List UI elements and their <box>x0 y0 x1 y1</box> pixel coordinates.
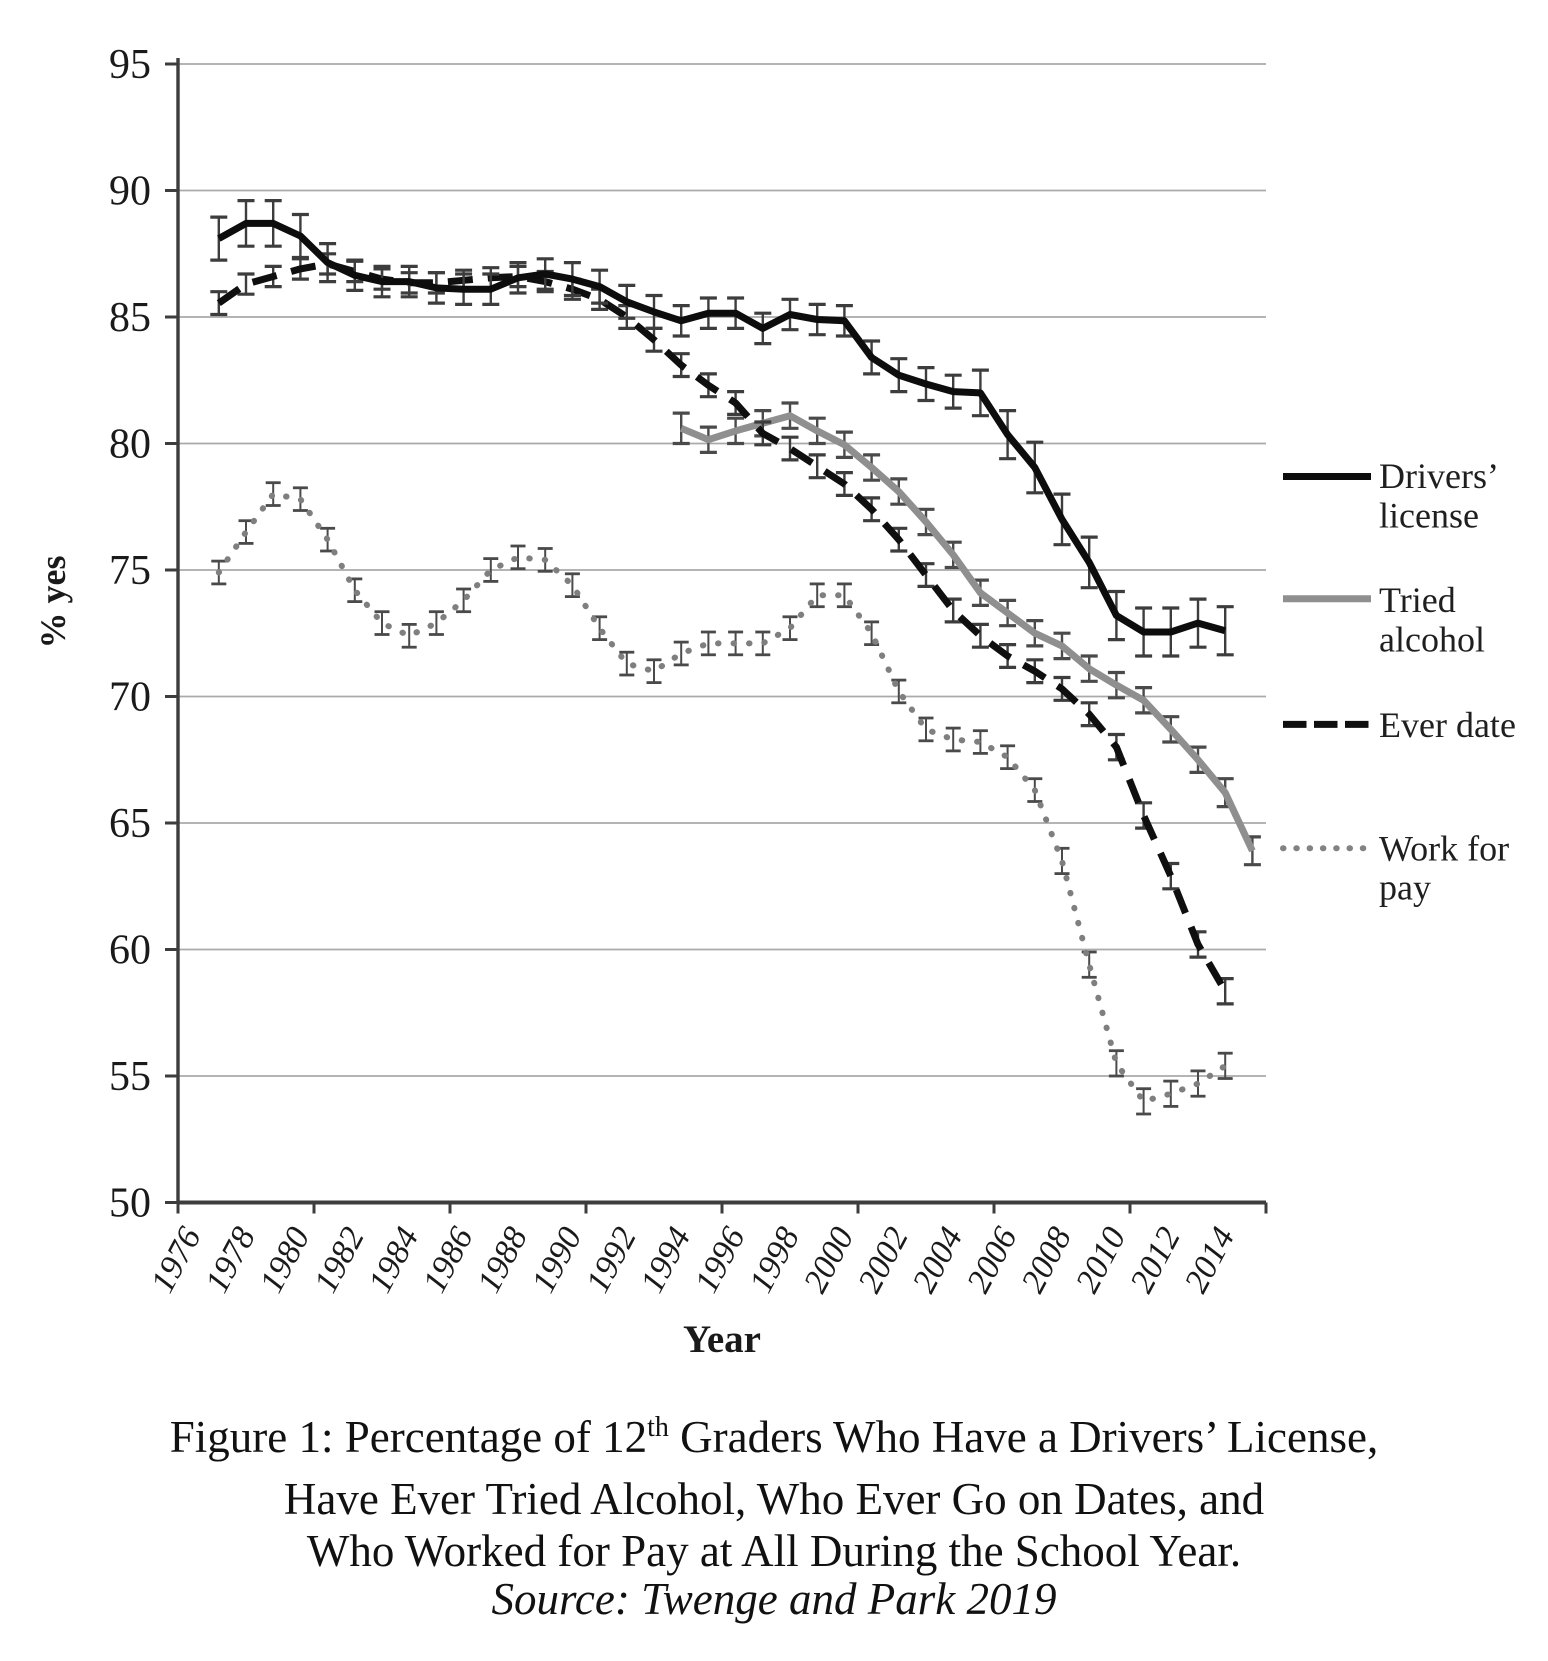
svg-text:pay: pay <box>1379 868 1431 908</box>
svg-text:Ever date: Ever date <box>1379 705 1516 745</box>
svg-text:Have Ever Tried Alcohol, Who E: Have Ever Tried Alcohol, Who Ever Go on … <box>284 1474 1264 1524</box>
svg-text:license: license <box>1379 496 1479 536</box>
svg-text:alcohol: alcohol <box>1379 620 1485 660</box>
svg-text:50: 50 <box>109 1181 151 1227</box>
svg-text:60: 60 <box>109 928 151 974</box>
svg-text:90: 90 <box>109 169 151 215</box>
svg-text:55: 55 <box>109 1054 151 1100</box>
svg-text:Tried: Tried <box>1379 580 1456 620</box>
svg-text:80: 80 <box>109 422 151 468</box>
svg-text:75: 75 <box>109 548 151 594</box>
svg-text:70: 70 <box>109 675 151 721</box>
svg-text:% yes: % yes <box>33 556 73 649</box>
svg-text:85: 85 <box>109 295 151 341</box>
svg-text:Who Worked for Pay at All Duri: Who Worked for Pay at All During the Sch… <box>307 1526 1241 1576</box>
svg-text:Figure 1: Percentage of 12th G: Figure 1: Percentage of 12th Graders Who… <box>170 1412 1378 1462</box>
svg-text:Year: Year <box>683 1318 761 1361</box>
svg-text:Work for: Work for <box>1379 829 1509 869</box>
svg-text:65: 65 <box>109 801 151 847</box>
svg-text:95: 95 <box>109 42 151 88</box>
svg-text:Source: Twenge and Park 2019: Source: Twenge and Park 2019 <box>492 1574 1057 1624</box>
svg-text:Drivers’: Drivers’ <box>1379 456 1499 496</box>
